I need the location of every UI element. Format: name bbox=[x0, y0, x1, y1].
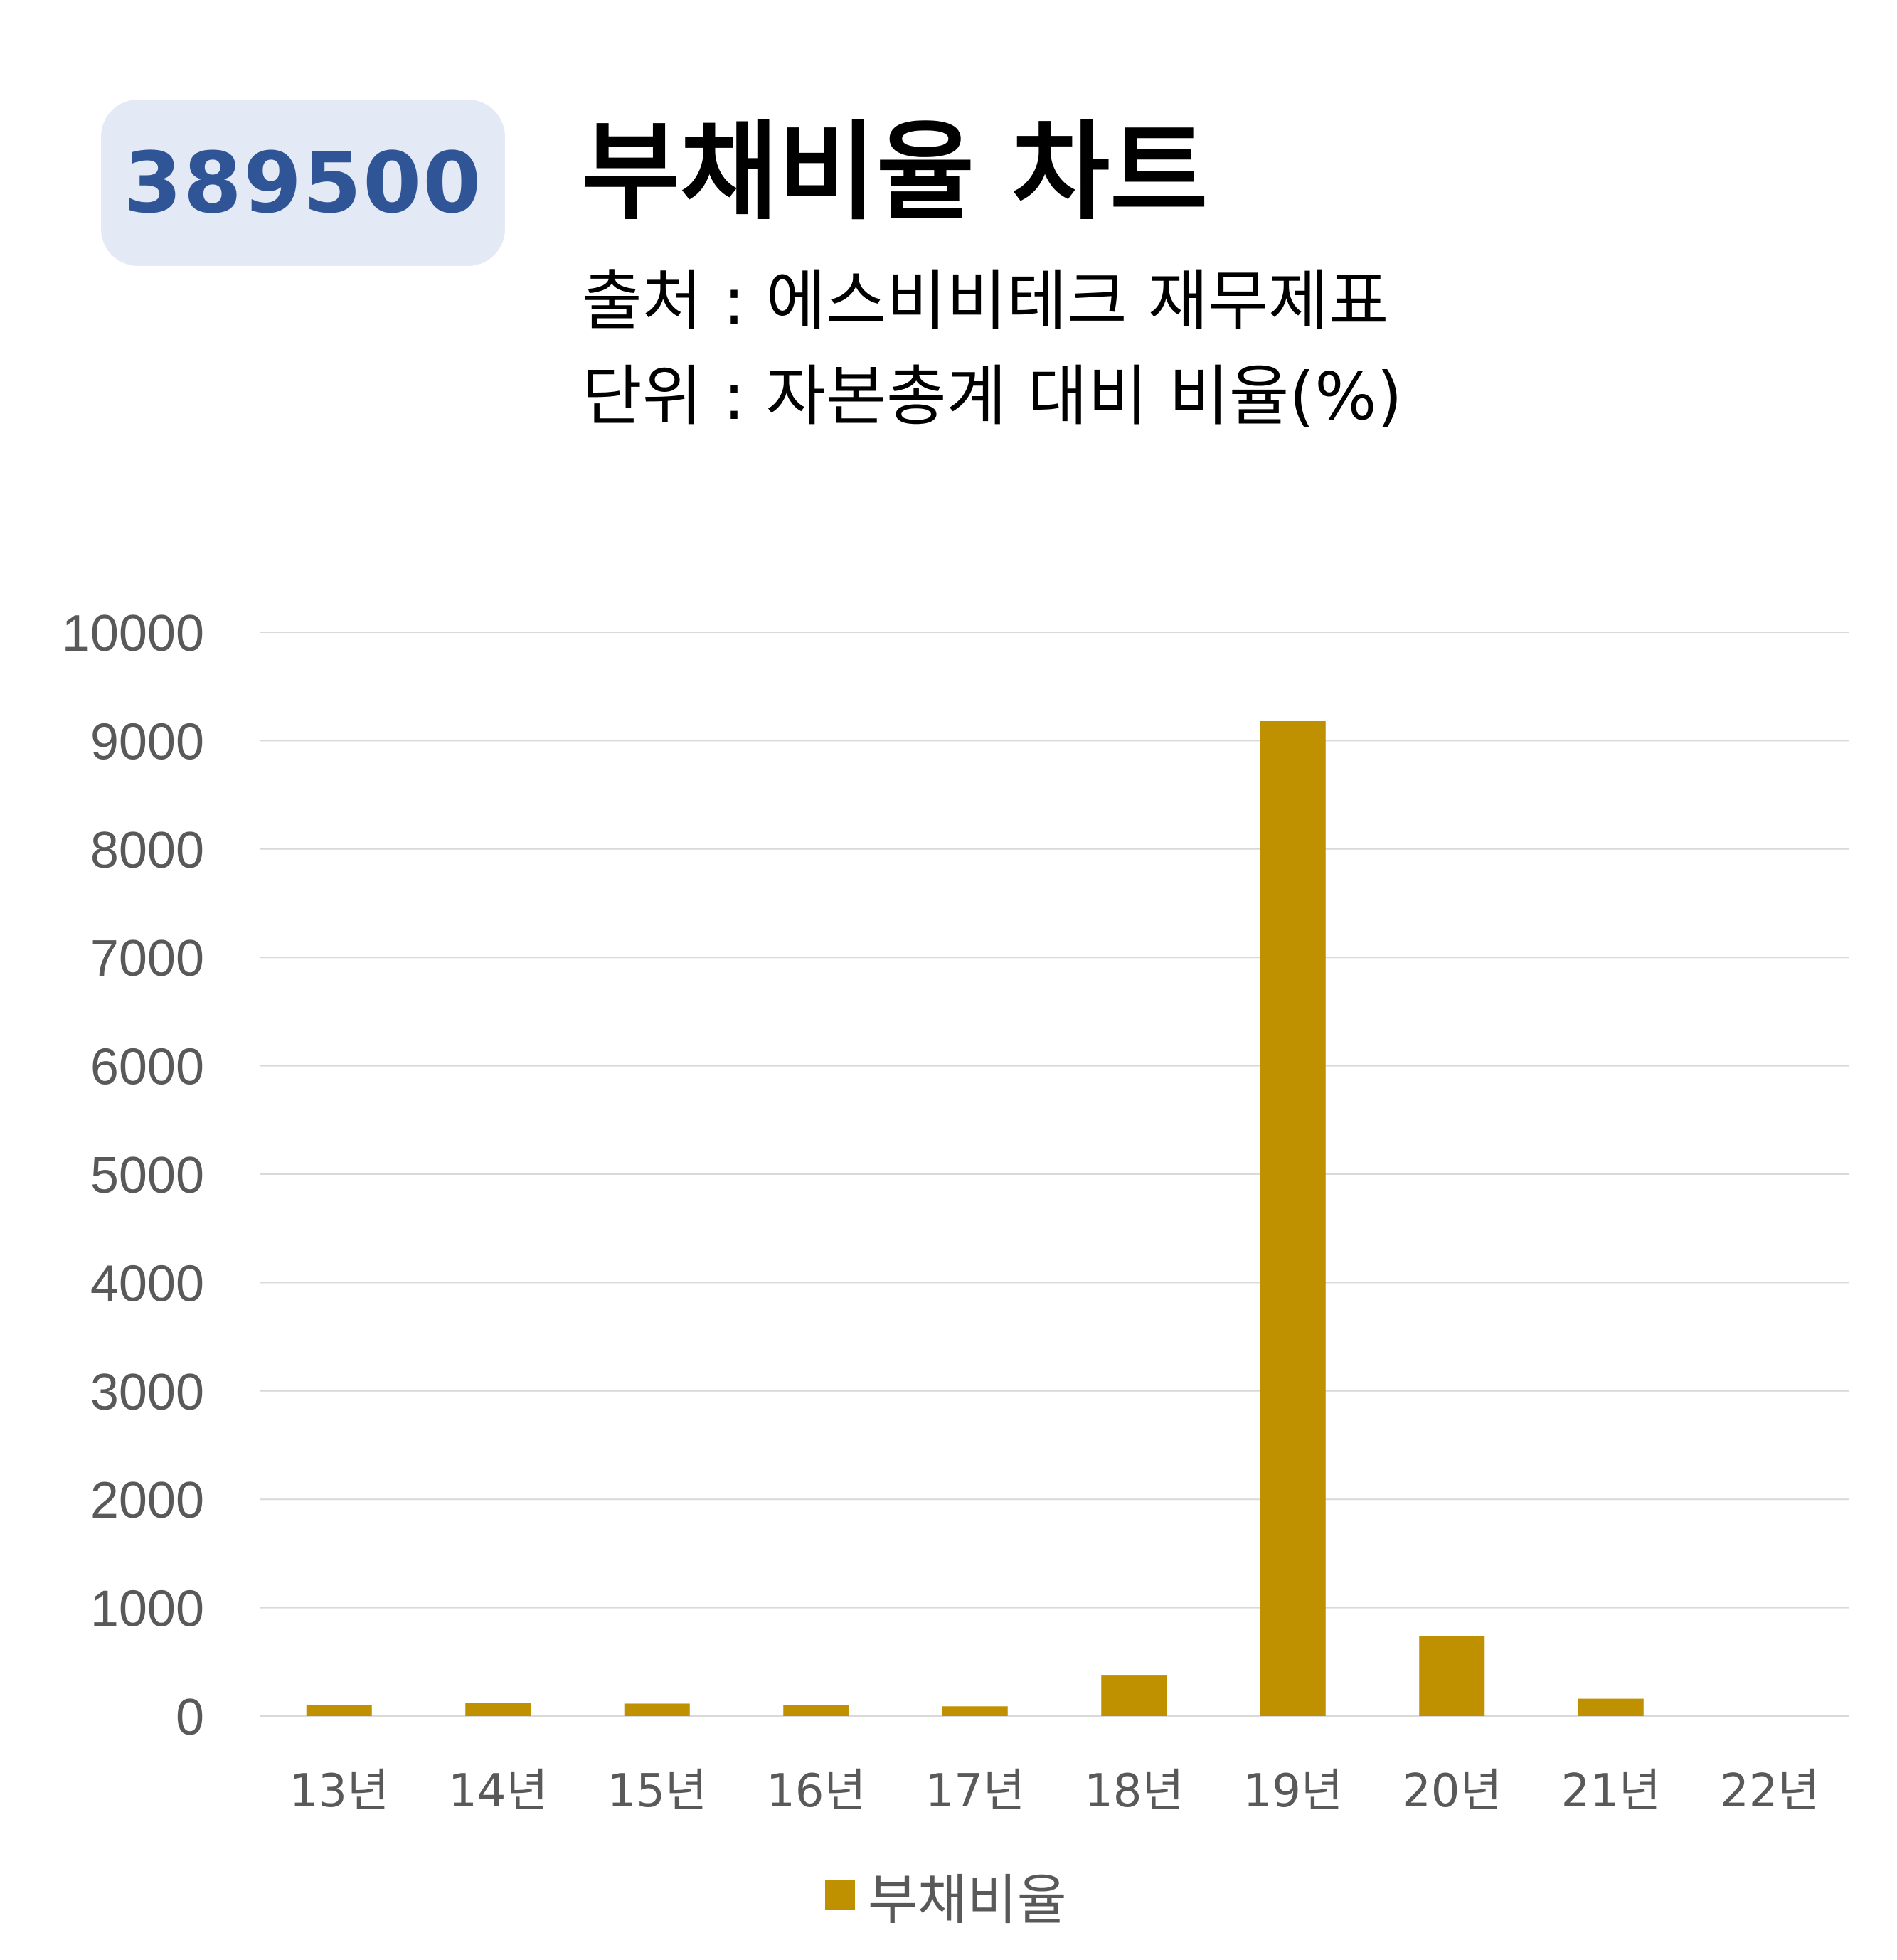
y-tick-label: 6000 bbox=[90, 1039, 204, 1096]
chart-source: 출처 : 에스비비테크 재무제표 bbox=[582, 263, 1389, 339]
x-tick-label: 21년 bbox=[1561, 1765, 1661, 1818]
bar-20년 bbox=[1419, 1636, 1485, 1716]
x-tick-label: 18년 bbox=[1084, 1765, 1184, 1818]
x-tick-label: 16년 bbox=[766, 1765, 866, 1818]
y-tick-label: 7000 bbox=[90, 930, 204, 987]
legend-label-debt-ratio: 부채비율 bbox=[868, 1868, 1067, 1932]
legend-swatch bbox=[825, 1880, 855, 1910]
chart-title: 부채비율 차트 bbox=[582, 111, 1208, 235]
y-tick-label: 2000 bbox=[90, 1472, 204, 1529]
x-tick-label: 20년 bbox=[1402, 1765, 1502, 1818]
y-tick-label: 3000 bbox=[90, 1364, 204, 1421]
bar-13년 bbox=[306, 1705, 372, 1716]
bar-14년 bbox=[465, 1703, 531, 1716]
y-tick-label: 1000 bbox=[90, 1581, 204, 1638]
bar-19년 bbox=[1260, 720, 1326, 1716]
bar-17년 bbox=[942, 1706, 1008, 1716]
bar-21년 bbox=[1578, 1698, 1644, 1716]
y-tick-label: 10000 bbox=[62, 605, 204, 662]
chart-unit: 단위 : 자본총계 대비 비율(%) bbox=[582, 358, 1403, 435]
bar-18년 bbox=[1101, 1675, 1167, 1716]
y-tick-label: 4000 bbox=[90, 1255, 204, 1312]
stock-code-badge: 389500 bbox=[101, 100, 505, 266]
bar-15년 bbox=[624, 1703, 690, 1716]
legend: 부채비율 bbox=[825, 1856, 1067, 1934]
x-tick-label: 19년 bbox=[1243, 1765, 1343, 1818]
x-tick-label: 22년 bbox=[1720, 1765, 1819, 1818]
bar-16년 bbox=[783, 1705, 849, 1716]
x-tick-label: 14년 bbox=[448, 1765, 548, 1818]
stock-code: 389500 bbox=[123, 134, 483, 232]
x-tick-label: 13년 bbox=[289, 1765, 389, 1818]
x-tick-label: 17년 bbox=[925, 1765, 1025, 1818]
y-tick-label: 8000 bbox=[90, 822, 204, 879]
y-tick-label: 9000 bbox=[90, 713, 204, 770]
x-tick-label: 15년 bbox=[607, 1765, 707, 1818]
y-tick-label: 5000 bbox=[90, 1147, 204, 1204]
y-tick-label: 0 bbox=[176, 1689, 204, 1746]
